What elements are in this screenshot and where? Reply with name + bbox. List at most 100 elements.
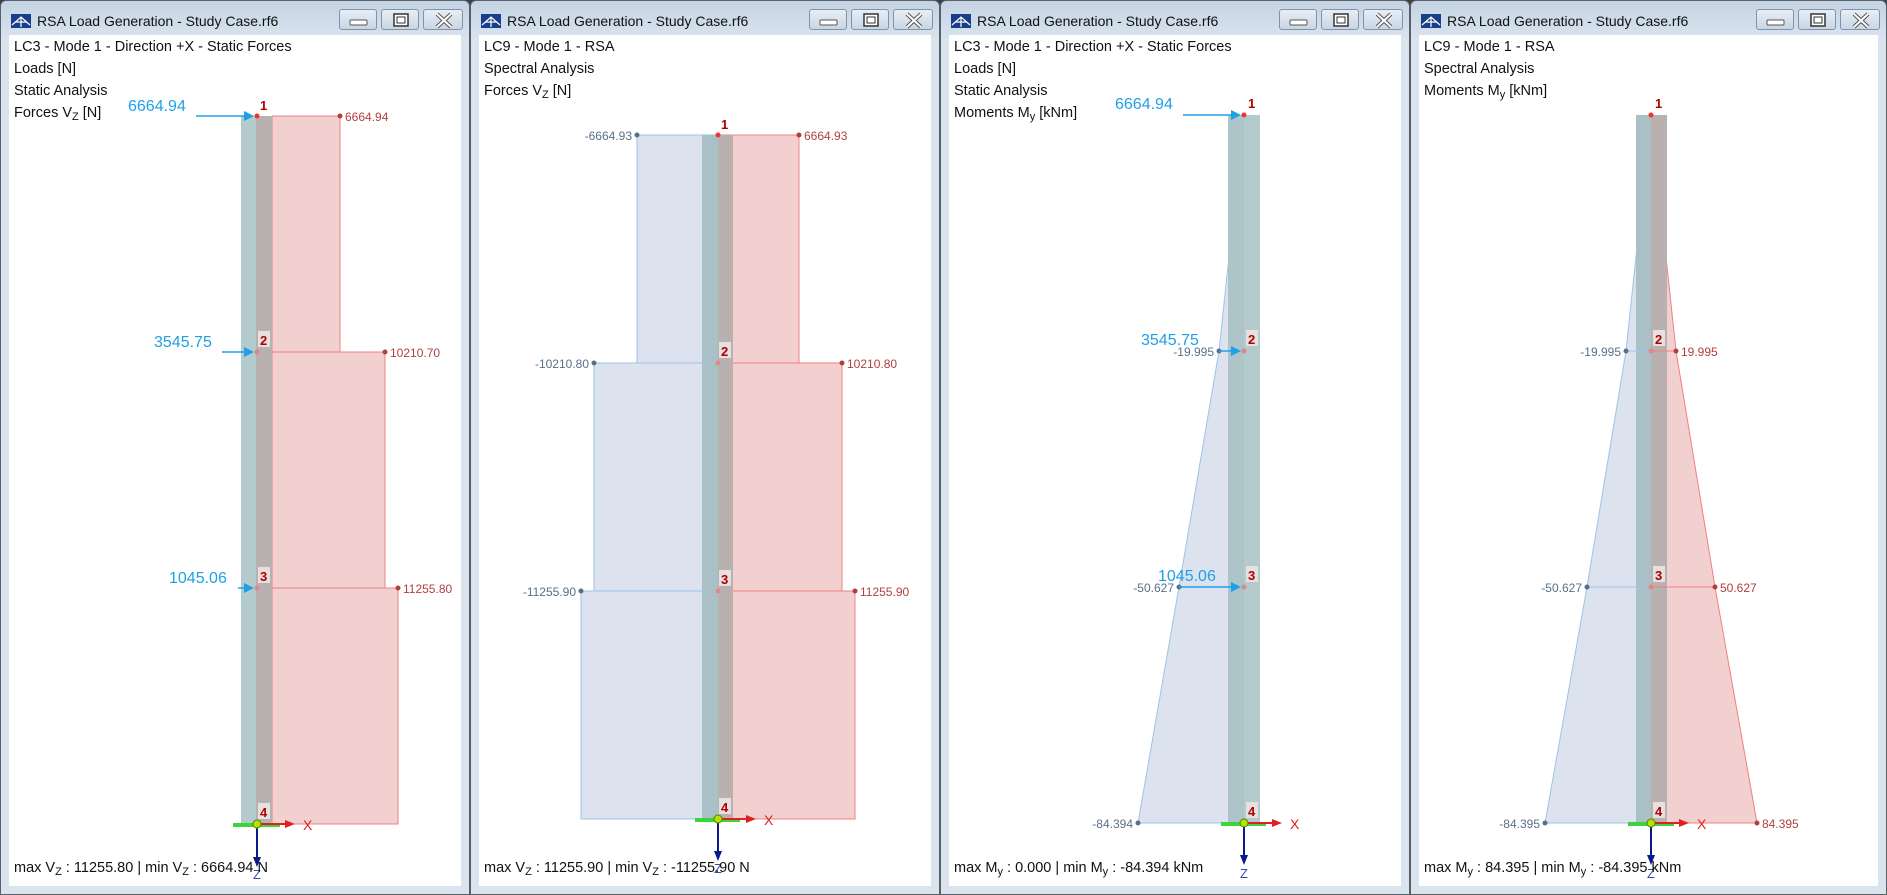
status-footer: max VZ : 11255.90 | min VZ : -11255.90 N — [484, 860, 750, 878]
value-label: -50.627 — [1541, 581, 1582, 595]
load-arrow-icon — [1231, 346, 1241, 356]
close-button[interactable] — [893, 9, 933, 30]
value-label: 50.627 — [1720, 581, 1757, 595]
moment-diagram: -19.995 -50.627 -84.394 6664.94 3545.75 … — [1092, 96, 1300, 881]
node-label: 1 — [260, 98, 267, 113]
node-label: 1 — [1655, 96, 1662, 111]
close-icon — [1375, 12, 1393, 29]
title-bar[interactable]: RSA Load Generation - Study Case.rf6 — [471, 1, 939, 41]
maximize-button[interactable] — [1321, 9, 1359, 30]
x-axis-label: X — [1290, 816, 1300, 832]
close-button[interactable] — [1840, 9, 1880, 30]
value-label: 19.995 — [1681, 345, 1718, 359]
column-member — [702, 135, 718, 819]
minimize-icon — [1766, 19, 1785, 26]
force-diagram: 6664.94 10210.70 11255.80 6664.94 3545.7… — [128, 98, 452, 882]
minimize-button[interactable] — [1756, 9, 1794, 30]
title-bar[interactable]: RSA Load Generation - Study Case.rf6 — [1411, 1, 1886, 41]
header-line-3: Static Analysis — [954, 83, 1048, 99]
status-footer: max My : 0.000 | min My : -84.394 kNm — [954, 860, 1204, 878]
minimize-icon — [349, 19, 368, 26]
node-label: 4 — [260, 805, 268, 820]
maximize-button[interactable] — [381, 9, 419, 30]
z-axis-arrow-icon — [253, 857, 261, 867]
app-logo-icon — [11, 14, 31, 28]
value-label: 6664.93 — [804, 129, 848, 143]
diagram-view[interactable]: LC3 - Mode 1 - Direction +X - Static For… — [949, 35, 1401, 886]
moment-diagram: -19.995 -50.627 -84.395 19.995 50.627 84… — [1499, 96, 1799, 881]
value-label: -84.394 — [1092, 817, 1133, 831]
node-label: 3 — [260, 569, 267, 584]
x-axis-arrow-icon — [285, 820, 295, 828]
header-line-1: LC9 - Mode 1 - RSA — [484, 39, 615, 55]
quantity-label: Moments My [kNm] — [954, 105, 1078, 123]
value-label: -6664.93 — [585, 129, 633, 143]
close-button[interactable] — [423, 9, 463, 30]
header-line-2: Loads [N] — [14, 61, 77, 77]
value-label: 11255.90 — [860, 585, 909, 599]
z-axis-label: Z — [253, 867, 261, 882]
x-axis-label: X — [1697, 816, 1707, 832]
header-line-3: Static Analysis — [14, 83, 108, 99]
value-label: 10210.70 — [390, 346, 440, 360]
close-button[interactable] — [1363, 9, 1403, 30]
quantity-label: Forces VZ [N] — [14, 105, 102, 123]
z-axis-label: Z — [1647, 866, 1655, 881]
x-axis-arrow-icon — [746, 815, 756, 823]
diagram-view[interactable]: LC9 - Mode 1 - RSA Spectral Analysis Mom… — [1419, 35, 1878, 886]
window-lc3-moments-my: RSA Load Generation - Study Case.rf6 LC3… — [940, 0, 1410, 895]
maximize-icon — [393, 13, 409, 27]
header-line-2: Spectral Analysis — [1424, 61, 1535, 77]
node-label: 2 — [260, 333, 267, 348]
x-axis-label: X — [303, 817, 313, 833]
maximize-button[interactable] — [851, 9, 889, 30]
header-line-1: LC3 - Mode 1 - Direction +X - Static For… — [954, 39, 1232, 55]
maximize-icon — [1810, 13, 1826, 27]
value-label: -84.395 — [1499, 817, 1540, 831]
header-line-1: LC9 - Mode 1 - RSA — [1424, 39, 1555, 55]
window-lc9-forces-vz: RSA Load Generation - Study Case.rf6 LC9… — [470, 0, 940, 895]
value-label: -10210.80 — [535, 357, 589, 371]
node-label: 4 — [1248, 804, 1256, 819]
title-bar[interactable]: RSA Load Generation - Study Case.rf6 — [941, 1, 1409, 41]
window-lc9-moments-my: RSA Load Generation - Study Case.rf6 LC9… — [1410, 0, 1887, 895]
maximize-button[interactable] — [1798, 9, 1836, 30]
load-arrow-icon — [244, 347, 254, 357]
header-line-2: Spectral Analysis — [484, 61, 595, 77]
load-label: 1045.06 — [1158, 568, 1216, 585]
node-label: 3 — [1248, 568, 1255, 583]
close-icon — [435, 12, 453, 29]
minimize-button[interactable] — [1279, 9, 1317, 30]
diagram-view[interactable]: LC3 - Mode 1 - Direction +X - Static For… — [9, 35, 461, 886]
column-member — [1636, 115, 1651, 823]
node-label: 1 — [1248, 96, 1255, 111]
node-label: 4 — [1655, 804, 1663, 819]
app-logo-icon — [951, 14, 971, 28]
minimize-button[interactable] — [339, 9, 377, 30]
load-label: 6664.94 — [1115, 96, 1173, 113]
node-label: 2 — [721, 344, 728, 359]
value-label: -50.627 — [1133, 581, 1174, 595]
z-axis-arrow-icon — [1240, 855, 1248, 865]
value-label: 10210.80 — [847, 357, 897, 371]
z-axis-label: Z — [714, 861, 722, 876]
quantity-label: Moments My [kNm] — [1424, 83, 1548, 101]
title-bar[interactable]: RSA Load Generation - Study Case.rf6 — [1, 1, 469, 41]
minimize-icon — [1289, 19, 1308, 26]
load-label: 3545.75 — [1141, 332, 1199, 349]
load-arrow-icon — [1231, 110, 1241, 120]
x-axis-arrow-icon — [1272, 819, 1282, 827]
load-label: 6664.94 — [128, 98, 186, 115]
z-axis-arrow-icon — [1647, 855, 1655, 865]
node-label: 3 — [1655, 568, 1662, 583]
z-axis-label: Z — [1240, 866, 1248, 881]
value-label: -19.995 — [1580, 345, 1621, 359]
minimize-button[interactable] — [809, 9, 847, 30]
value-label: -19.995 — [1173, 345, 1214, 359]
x-axis-arrow-icon — [1679, 819, 1689, 827]
value-label: 6664.94 — [345, 110, 389, 124]
minimize-icon — [819, 19, 838, 26]
node-label: 1 — [721, 117, 728, 132]
x-axis-label: X — [764, 812, 774, 828]
diagram-view[interactable]: LC9 - Mode 1 - RSA Spectral Analysis For… — [479, 35, 931, 886]
